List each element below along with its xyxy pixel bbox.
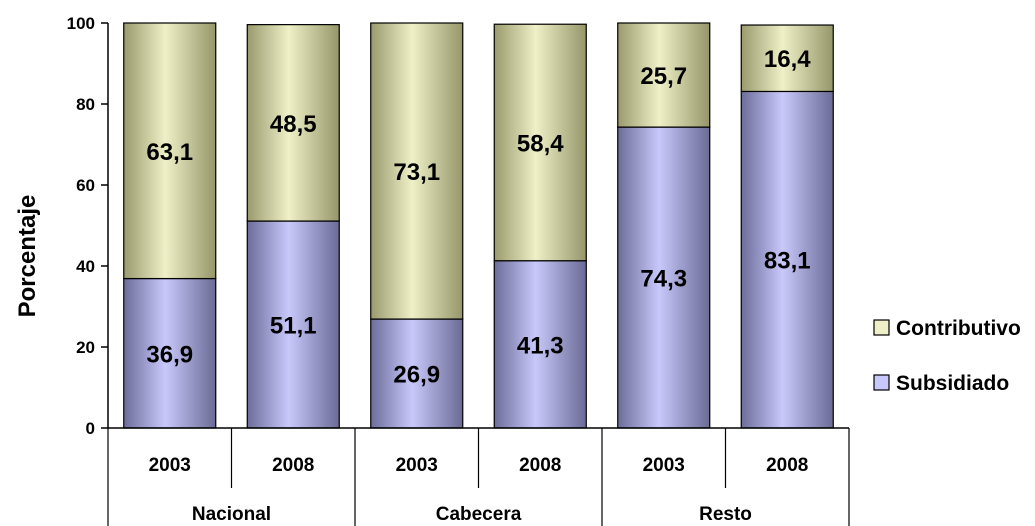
- legend-label-contributivo: Contributivo: [896, 317, 1021, 340]
- y-tick-label: 80: [76, 95, 95, 114]
- data-label-subsidiado-2: 26,9: [393, 362, 440, 389]
- data-label-subsidiado-3: 41,3: [517, 332, 564, 359]
- data-label-contributivo-5: 16,4: [764, 46, 811, 73]
- y-tick-label: 0: [86, 419, 95, 438]
- data-label-contributivo-4: 25,7: [640, 63, 687, 90]
- data-label-contributivo-2: 73,1: [393, 159, 440, 186]
- x-tick-label: 2008: [766, 455, 808, 476]
- bar-subsidiado-2: [370, 318, 464, 429]
- bar-subsidiado-3: [493, 260, 587, 429]
- legend-label-subsidiado: Subsidiado: [896, 372, 1009, 395]
- group-label-nacional: Nacional: [192, 504, 271, 525]
- bar-contributivo-5: [740, 24, 834, 93]
- data-label-subsidiado-5: 83,1: [764, 248, 811, 275]
- legend-swatch-contributivo: [873, 319, 890, 336]
- bar-subsidiado-1: [246, 220, 340, 429]
- group-label-resto: Resto: [699, 504, 752, 525]
- bar-contributivo-3: [493, 23, 587, 262]
- data-label-contributivo-3: 58,4: [517, 130, 564, 157]
- x-tick-label: 2003: [643, 455, 685, 476]
- x-tick-label: 2008: [272, 455, 314, 476]
- x-tick-label: 2003: [149, 455, 191, 476]
- plot-area: 0 20 40 60 80 100 36,9 63,1 51,1 48,5 26,9 73,1 41,3…: [67, 14, 850, 526]
- y-tick-label: 100: [67, 14, 95, 33]
- bar-contributivo-0: [123, 22, 217, 280]
- bar-contributivo-2: [370, 22, 464, 320]
- data-label-contributivo-1: 48,5: [270, 111, 317, 138]
- data-label-contributivo-0: 63,1: [146, 139, 193, 166]
- data-label-subsidiado-4: 74,3: [640, 266, 687, 293]
- x-tick-label: 2008: [519, 455, 561, 476]
- data-label-subsidiado-0: 36,9: [146, 341, 193, 368]
- y-tick-label: 20: [76, 338, 95, 357]
- y-axis-title: Porcentaje: [14, 195, 41, 318]
- legend: Contributivo Subsidiado: [873, 317, 1021, 395]
- group-label-cabecera: Cabecera: [436, 504, 522, 525]
- bar-subsidiado-5: [740, 90, 834, 429]
- y-tick-label: 40: [76, 257, 95, 276]
- data-label-subsidiado-1: 51,1: [270, 313, 317, 340]
- x-tick-label: 2003: [396, 455, 438, 476]
- bar-subsidiado-4: [617, 126, 711, 429]
- bar-contributivo-4: [617, 22, 711, 128]
- legend-swatch-subsidiado: [873, 374, 890, 391]
- bar-contributivo-1: [246, 24, 340, 222]
- y-tick-label: 60: [76, 176, 95, 195]
